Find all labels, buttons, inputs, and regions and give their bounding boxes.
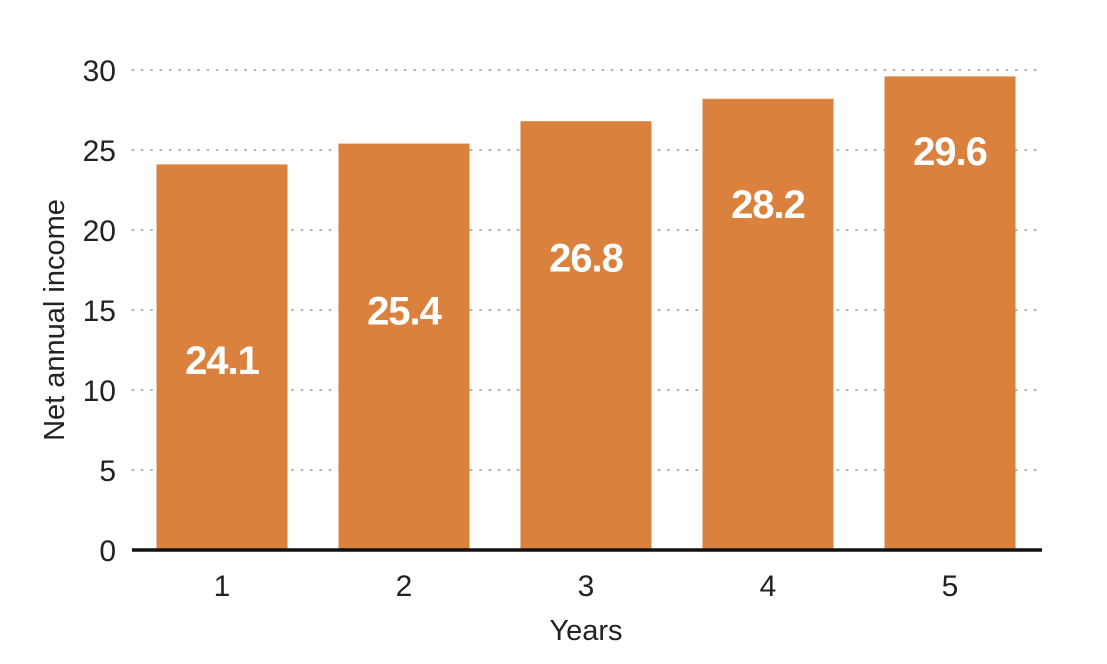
bar — [520, 121, 652, 550]
y-tick-label: 0 — [99, 535, 116, 568]
bars — [156, 76, 1016, 551]
bar-value-label: 25.4 — [367, 290, 443, 334]
y-axis-ticks: 0 5 10 15 20 25 30 — [83, 55, 116, 568]
bar-value-label: 28.2 — [731, 183, 805, 227]
bar — [338, 143, 470, 550]
y-tick-label: 15 — [83, 295, 116, 328]
bar-value-label: 29.6 — [913, 130, 987, 174]
y-tick-label: 5 — [99, 455, 116, 488]
bar-value-label: 24.1 — [185, 339, 260, 383]
x-tick-label: 2 — [396, 570, 413, 603]
x-tick-label: 1 — [214, 570, 231, 603]
y-tick-label: 20 — [83, 215, 116, 248]
bar — [702, 98, 834, 551]
x-tick-label: 3 — [578, 570, 595, 603]
bar-value-labels: 24.1 25.4 26.8 28.2 29.6 — [185, 130, 988, 383]
y-tick-label: 30 — [83, 55, 116, 88]
y-tick-label: 25 — [83, 135, 116, 168]
x-tick-label: 5 — [942, 570, 959, 603]
bar-value-label: 26.8 — [549, 236, 624, 280]
bar — [884, 76, 1016, 551]
x-tick-label: 4 — [760, 570, 777, 603]
x-axis-ticks: 1 2 3 4 5 — [214, 570, 959, 603]
x-axis-title: Years — [549, 615, 622, 647]
y-tick-label: 10 — [83, 375, 116, 408]
bar — [156, 164, 288, 550]
y-axis-title: Net annual income — [39, 199, 71, 441]
